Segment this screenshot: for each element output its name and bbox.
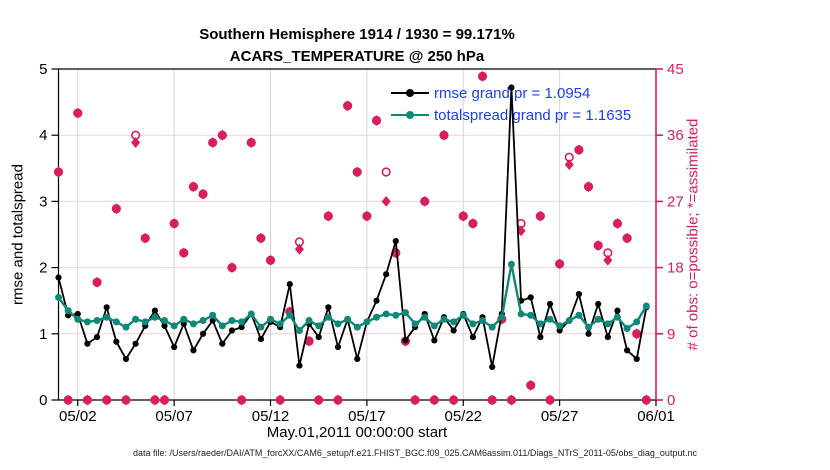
svg-text:5: 5 — [39, 61, 47, 78]
totalspread-series — [55, 260, 650, 334]
svg-text:05/17: 05/17 — [348, 408, 386, 425]
svg-text:9: 9 — [667, 326, 675, 343]
legend-label-totalspread: totalspread grand pr = 1.1635 — [434, 106, 632, 124]
y-axis-label-left: rmse and totalspread — [9, 164, 27, 305]
legend: rmse grand pr = 1.0954 totalspread grand… — [391, 82, 631, 126]
svg-text:4: 4 — [39, 127, 47, 144]
data-file-path: data file: /Users/raeder/DAI/ATM_forcXX/… — [133, 448, 697, 458]
svg-text:0: 0 — [667, 392, 675, 409]
y-axis-right-ticks: 0 9 18 27 36 45 — [656, 61, 684, 409]
svg-text:18: 18 — [667, 260, 684, 277]
svg-text:0: 0 — [39, 392, 47, 409]
legend-label-rmse: rmse grand pr = 1.0954 — [434, 84, 591, 102]
legend-item-totalspread: totalspread grand pr = 1.1635 — [391, 104, 631, 126]
svg-text:2: 2 — [39, 260, 47, 277]
svg-text:27: 27 — [667, 193, 684, 210]
rmse-marker-icon — [406, 89, 414, 97]
svg-text:36: 36 — [667, 127, 684, 144]
title-line2: ACARS_TEMPERATURE @ 250 hPa — [229, 48, 485, 65]
x-axis-label: May.01,2011 00:00:00 start — [266, 424, 448, 441]
plot-title: Southern Hemisphere 1914 / 1930 = 99.171… — [58, 24, 656, 68]
totalspread-marker-icon — [406, 111, 414, 119]
x-axis-ticks: 05/02 05/07 05/12 05/17 05/22 05/27 06/01 — [59, 400, 675, 425]
svg-text:45: 45 — [667, 61, 684, 78]
y-axis-label-right: # of obs: o=possible; *=assimilated — [684, 118, 702, 351]
y-axis-left-ticks: 0 1 2 3 4 5 — [39, 61, 59, 409]
title-line1: Southern Hemisphere 1914 / 1930 = 99.171… — [199, 26, 515, 43]
svg-text:05/02: 05/02 — [59, 408, 97, 425]
svg-text:05/07: 05/07 — [155, 408, 193, 425]
totalspread-line-swatch — [391, 111, 429, 119]
rmse-line-swatch — [391, 89, 429, 97]
rmse-series — [55, 84, 650, 370]
legend-item-rmse: rmse grand pr = 1.0954 — [391, 82, 631, 104]
svg-text:1: 1 — [39, 326, 47, 343]
svg-text:3: 3 — [39, 193, 47, 210]
svg-text:05/12: 05/12 — [252, 408, 290, 425]
svg-text:06/01: 06/01 — [637, 408, 675, 425]
svg-text:05/22: 05/22 — [444, 408, 482, 425]
svg-text:05/27: 05/27 — [541, 408, 579, 425]
